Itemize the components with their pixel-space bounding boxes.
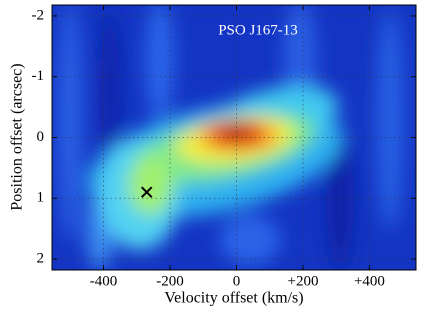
marker [141, 186, 153, 198]
y-tick-label: 0 [37, 129, 45, 145]
x-tick-label: +200 [287, 273, 318, 289]
chart-title: PSO J167-13 [218, 22, 298, 38]
x-tick-label: -400 [90, 273, 118, 289]
y-tick-label: 1 [37, 190, 45, 206]
y-tick-label: -1 [32, 68, 45, 84]
x-tick-label: +400 [354, 273, 385, 289]
y-tick-label: -2 [32, 7, 45, 23]
heatmap-image [52, 5, 416, 270]
x-tick-label: -200 [156, 273, 184, 289]
y-axis-label: Position offset (arcsec) [9, 63, 26, 210]
y-tick-label: 2 [37, 250, 45, 266]
x-tick-label: 0 [233, 273, 241, 289]
x-axis-label: Velocity offset (km/s) [164, 290, 303, 307]
